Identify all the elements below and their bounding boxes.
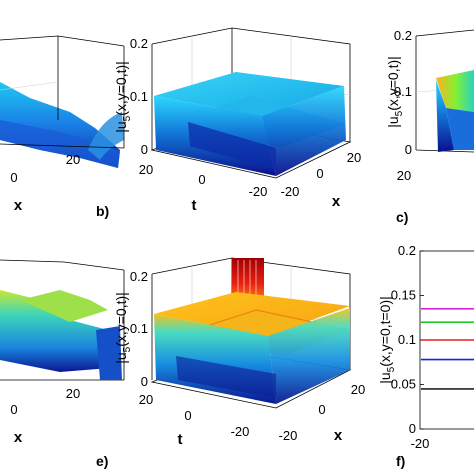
panel-a-grid (0, 81, 59, 91)
panel-a: 0 20 x (0, 35, 125, 214)
panel-b-ttick-1: 0 (198, 172, 205, 187)
panel-b-wall-shade (188, 122, 276, 170)
panel-d: 0 20 x (0, 259, 125, 446)
panel-b-ttick-2: -20 (249, 184, 268, 199)
panel-f-series (421, 308, 474, 390)
panel-f: 0 0.05 0.1 0.15 0.2 |u5(x,y=0,t=0)| -20 f) (377, 243, 474, 469)
panel-e-xtick-1: 0 (318, 402, 325, 417)
panel-b-wall-right (262, 86, 346, 176)
panel-e-wall-right (268, 308, 350, 404)
panel-e-ztick-0: 0 (141, 374, 148, 389)
panel-c-ztick-0: 0 (405, 142, 412, 157)
panel-a-xtick-1: 20 (66, 152, 80, 167)
panel-a-box (0, 35, 125, 149)
panel-b: 0 0.1 0.2 |u5(x,y=0,t)| 20 0 -20 t 20 0 … (96, 27, 361, 219)
panel-c-ztick-1: 0.1 (394, 84, 412, 99)
panel-e-ztick-2: 0.2 (130, 269, 148, 284)
panel-f-ytick-label: 0.2 (398, 243, 416, 258)
panel-e-ttick-2: -20 (231, 424, 250, 439)
panel-c: 0 0.1 0.2 |u5(x,y=0,t)| 20 c) (385, 28, 474, 225)
panel-d-xtick-0: 0 (10, 402, 17, 417)
panel-f-yticks: 0 0.05 0.1 0.15 0.2 (391, 243, 424, 436)
panel-d-surface (0, 290, 110, 372)
panel-c-ztick-2: 0.2 (394, 28, 412, 43)
panel-b-ztick-1: 0.1 (130, 89, 148, 104)
panel-b-xtick-1: 0 (316, 166, 323, 181)
panel-e-xtick-0: 20 (351, 382, 365, 397)
panel-f-ytick-label: 0 (409, 421, 416, 436)
panel-b-xlabel: x (332, 193, 341, 210)
panel-e-peak-lines (237, 260, 257, 298)
panel-e-tlabel: t (178, 431, 183, 448)
panel-e-ttick-1: 0 (184, 408, 191, 423)
panel-d-ridge (20, 290, 108, 322)
panel-e-wall-shade (176, 356, 276, 398)
panel-d-front-wall (96, 326, 122, 380)
panel-e: 0 0.1 0.2 |u5(x,y=0,t)| 20 0 -20 t 20 0 … (96, 257, 365, 469)
panel-e-xlabel: x (334, 427, 343, 444)
panel-b-xtick-0: 20 (347, 150, 361, 165)
panel-a-surface-front (0, 120, 120, 168)
panel-e-zlabel: |u5(x,y=0,t)| (113, 292, 133, 364)
panel-c-label: c) (396, 209, 408, 225)
panel-e-ztick-1: 0.1 (130, 321, 148, 336)
panel-b-plateau (154, 72, 344, 116)
panel-a-ridge (88, 112, 124, 160)
panel-c-zlabel: |u5(x,y=0,t)| (385, 56, 405, 128)
panel-b-tlabel: t (192, 197, 197, 214)
panel-f-ytick-label: 0.05 (391, 377, 416, 392)
panel-d-xlabel: x (14, 429, 23, 446)
panel-b-label: b) (96, 203, 109, 219)
panel-a-xlabel: x (14, 197, 23, 214)
panel-c-wall2 (446, 108, 474, 150)
panel-a-xtick-0: 0 (10, 170, 17, 185)
panel-c-wall (436, 80, 454, 152)
panel-d-xtick-1: 20 (66, 386, 80, 401)
panel-e-label: e) (96, 453, 108, 469)
panel-f-ytick-label: 0.15 (391, 288, 416, 303)
panel-c-surface (436, 70, 474, 112)
panel-e-xtick-2: -20 (279, 428, 298, 443)
panel-b-ttick-0: 20 (139, 162, 153, 177)
panel-f-xtick-0: -20 (411, 436, 430, 451)
panel-e-ttick-0: 20 (139, 392, 153, 407)
panel-c-ttick-0: 20 (397, 168, 411, 183)
panel-b-ztick-0: 0 (141, 142, 148, 157)
panel-b-zlabel: |u5(x,y=0,t)| (113, 61, 133, 133)
panel-f-label: f) (396, 453, 405, 469)
panel-b-ztick-2: 0.2 (130, 36, 148, 51)
panel-f-ytick-label: 0.1 (398, 332, 416, 347)
panel-b-xtick-2: -20 (281, 184, 300, 199)
panel-f-zlabel: |u5(x,y=0,t=0)| (377, 296, 397, 384)
